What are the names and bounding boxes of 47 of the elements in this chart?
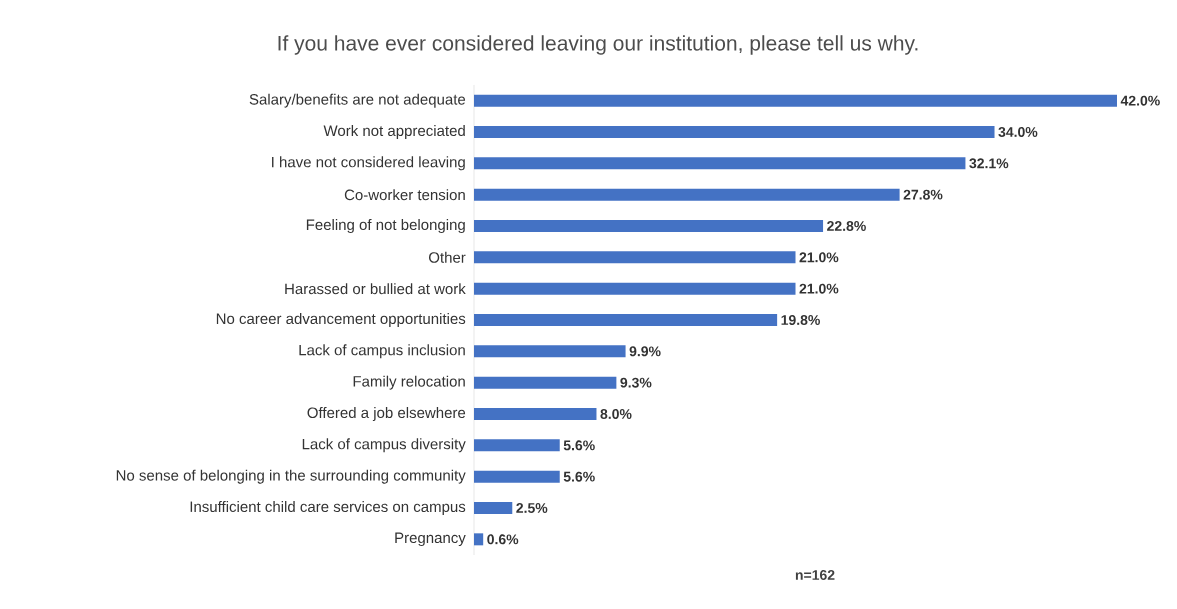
data-label: 0.6% — [487, 534, 519, 545]
y-tick-label: Pregnancy — [395, 532, 466, 547]
data-label: 8.0% — [600, 409, 632, 419]
bar — [474, 157, 966, 170]
y-tick-label: Offered a job elsewhere — [307, 407, 466, 421]
y-tick-label: Lack of campus inclusion — [299, 344, 465, 359]
data-label: 9.3% — [620, 377, 652, 388]
y-tick-label: Harassed or bullied at work — [285, 283, 466, 295]
bar — [474, 220, 824, 232]
y-tick-label: Co-worker tension — [344, 189, 465, 201]
bar — [474, 376, 617, 389]
bar — [474, 345, 626, 358]
y-tick-label: No career advancement opportunities — [216, 313, 466, 327]
bar — [474, 502, 513, 514]
y-tick-label: Feeling of not belonging — [306, 219, 465, 233]
y-tick-label: No sense of belonging in the surrounding community — [116, 469, 466, 484]
y-tick-label: Insufficient child care services on campus — [190, 501, 466, 515]
y-tick-label: Salary/benefits are not adequate — [249, 93, 466, 108]
bar — [474, 314, 778, 326]
data-label: 27.8% — [903, 189, 943, 200]
data-label: 5.6% — [563, 471, 595, 482]
bar — [474, 533, 484, 546]
y-tick-label: Lack of campus diversity — [302, 438, 466, 453]
y-tick-label: Family relocation — [353, 375, 465, 390]
data-label: 19.8% — [781, 315, 820, 325]
data-label: 42.0% — [1120, 95, 1160, 106]
bar — [474, 470, 560, 483]
bar — [474, 126, 995, 138]
data-label: 5.6% — [563, 440, 595, 451]
data-label: 2.5% — [516, 503, 548, 513]
data-label: 34.0% — [998, 127, 1038, 137]
bar — [474, 282, 796, 295]
chart-title: If you have ever considered leaving our institution, please tell us why. — [278, 35, 918, 55]
y-tick-label: Other — [429, 251, 466, 263]
bar — [474, 94, 1117, 107]
y-tick-label: I have not considered leaving — [272, 156, 465, 171]
data-label: 22.8% — [827, 221, 866, 231]
bar — [474, 439, 560, 452]
bar — [474, 188, 900, 201]
bar — [474, 408, 597, 420]
y-tick-label: Work not appreciated — [323, 125, 465, 139]
data-label: 9.9% — [629, 346, 661, 357]
bar — [474, 251, 796, 264]
data-label: 32.1% — [969, 158, 1009, 169]
data-label: 21.0% — [799, 252, 839, 263]
data-label: 21.0% — [799, 283, 839, 294]
text: n=162 — [795, 570, 835, 580]
